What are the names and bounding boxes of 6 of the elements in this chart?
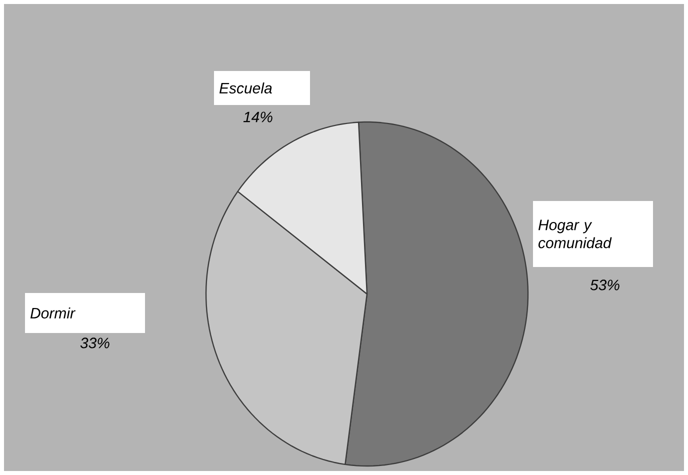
data-label: 14% [243, 112, 272, 122]
slice-label: Escuela [219, 82, 272, 94]
slice-label: Hogar y comunidad [538, 220, 612, 248]
slice-label: Dormir [30, 307, 76, 318]
data-label: 53% [590, 280, 620, 290]
data-label: 33% [80, 338, 110, 348]
